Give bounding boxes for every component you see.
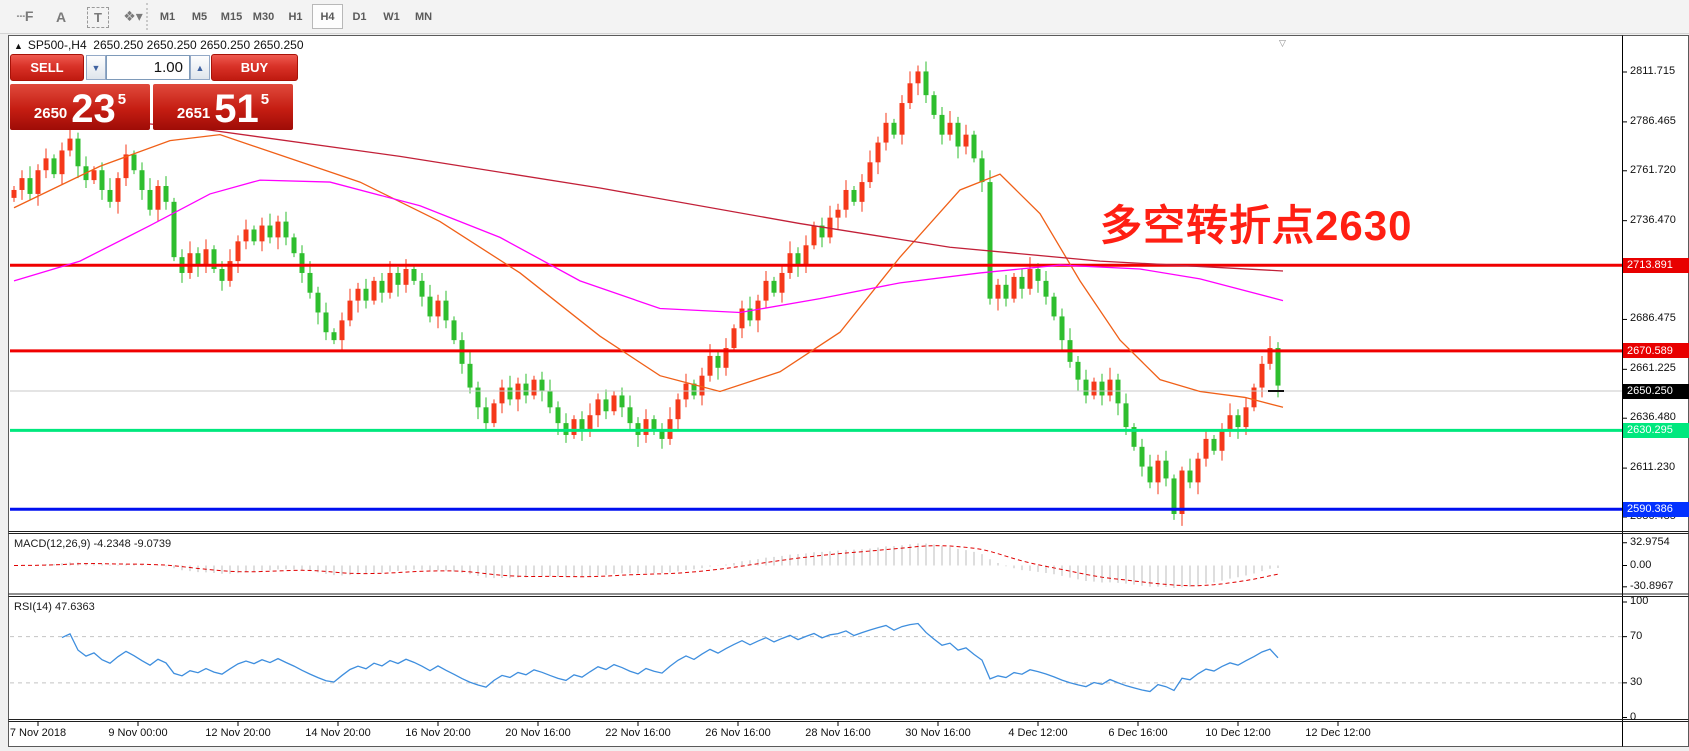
ask-big-figure: 2651 xyxy=(176,105,211,122)
ohlc-values: 2650.250 2650.250 2650.250 2650.250 xyxy=(93,38,304,52)
timeframe-button-m5[interactable]: M5 xyxy=(191,10,208,23)
chart-title: ▲ SP500-,H4 2650.250 2650.250 2650.250 26… xyxy=(14,38,304,52)
time-axis-label: 12 Dec 12:00 xyxy=(1305,727,1371,739)
one-click-collapse-icon[interactable]: ▲ xyxy=(14,41,23,51)
trade-controls-row: SELL ▼ ▲ BUY xyxy=(10,54,298,82)
timeframe-button-h1[interactable]: H1 xyxy=(288,10,303,23)
volume-increase-button[interactable]: ▲ xyxy=(190,55,210,80)
rsi-line xyxy=(61,622,1279,693)
bid-pip-fraction: 5 xyxy=(117,91,127,108)
price-tick-label: 2611.230 xyxy=(1630,461,1676,474)
toolbar-separator xyxy=(146,3,148,30)
timeframe-button-w1[interactable]: W1 xyxy=(383,10,400,23)
ask-price-display[interactable]: 2651 51 5 xyxy=(153,84,293,130)
time-axis-label: 28 Nov 16:00 xyxy=(805,727,871,739)
bid-big-figure: 2650 xyxy=(33,105,68,122)
macd-scale-label: 0.00 xyxy=(1630,558,1652,571)
timeframe-button-d1[interactable]: D1 xyxy=(352,10,367,23)
volume-decrease-button[interactable]: ▼ xyxy=(86,55,106,80)
macd-scale-label: 32.9754 xyxy=(1630,535,1670,548)
buy-button[interactable]: BUY xyxy=(211,54,298,81)
time-axis-label: 20 Nov 16:00 xyxy=(505,727,571,739)
time-axis-label: 22 Nov 16:00 xyxy=(605,727,671,739)
time-axis-label: 6 Dec 16:00 xyxy=(1108,727,1168,739)
time-axis-label: 14 Nov 20:00 xyxy=(305,727,371,739)
macd-signal-line xyxy=(13,545,1279,587)
sell-button[interactable]: SELL xyxy=(10,54,84,81)
time-axis-label: 12 Nov 20:00 xyxy=(205,727,271,739)
symbol-period-label: SP500-,H4 xyxy=(27,38,87,52)
ma-slow-line xyxy=(13,110,1284,272)
price-level-label: 2650.250 xyxy=(1623,383,1689,399)
time-axis-label: 30 Nov 16:00 xyxy=(905,727,971,739)
timeframe-button-m15[interactable]: M15 xyxy=(220,10,243,23)
bid-points: 23 xyxy=(71,87,116,131)
chart-shift-marker-icon[interactable]: ▽ xyxy=(1279,38,1286,48)
price-tick-label: 2786.465 xyxy=(1630,114,1676,127)
time-axis-label: 4 Dec 12:00 xyxy=(1008,727,1068,739)
timeframe-button-mn[interactable]: MN xyxy=(414,10,433,23)
price-level-label: 2670.589 xyxy=(1623,343,1689,359)
price-tick-label: 2736.470 xyxy=(1630,213,1676,226)
price-tick-label: 2661.225 xyxy=(1630,362,1676,375)
time-axis-label: 16 Nov 20:00 xyxy=(405,727,471,739)
timeframe-button-m30[interactable]: M30 xyxy=(252,10,275,23)
rsi-indicator-label: RSI(14) 47.6363 xyxy=(14,601,95,613)
price-tick-label: 2811.715 xyxy=(1630,65,1676,77)
rsi-pane xyxy=(10,622,1622,693)
price-tick-label: 2761.720 xyxy=(1630,163,1676,176)
time-axis-label: 26 Nov 16:00 xyxy=(705,727,771,739)
volume-input[interactable] xyxy=(106,55,190,80)
main-price-pane xyxy=(10,61,1622,526)
ma-medium-line xyxy=(13,179,1284,314)
price-tick-label: 2636.480 xyxy=(1630,411,1676,424)
price-tick-label: 2686.475 xyxy=(1630,312,1676,325)
timeframe-button-m1[interactable]: M1 xyxy=(159,10,176,23)
time-axis-label: 10 Dec 12:00 xyxy=(1205,727,1271,739)
rsi-scale-label: 30 xyxy=(1630,675,1643,688)
trend-annotation-text: 多空转折点2630 xyxy=(1100,202,1413,249)
ma-fast-line xyxy=(13,133,1284,408)
fibonacci-lines-icon-button[interactable]: ┄F xyxy=(16,8,34,24)
text-box-icon-button[interactable]: T xyxy=(87,7,109,28)
timeframe-button-h4[interactable]: H4 xyxy=(312,4,343,29)
ask-pip-fraction: 5 xyxy=(260,91,270,108)
price-level-label: 2590.386 xyxy=(1623,501,1689,517)
rsi-scale-label: 100 xyxy=(1630,595,1649,607)
macd-pane xyxy=(13,543,1279,588)
text-label-icon-button[interactable]: A xyxy=(55,8,67,25)
rsi-scale-label: 70 xyxy=(1630,629,1643,642)
toolbar: ┄F A T ❖▾ M1 M5 M15 M30 H1 H4 D1 W1 MN xyxy=(0,0,1689,34)
price-level-label: 2630.295 xyxy=(1623,422,1689,438)
shapes-arrows-icon-button[interactable]: ❖▾ xyxy=(123,8,143,24)
price-level-label: 2713.891 xyxy=(1623,257,1689,273)
macd-scale-label: -30.8967 xyxy=(1630,579,1674,592)
time-axis-label: 7 Nov 2018 xyxy=(9,727,67,739)
bid-price-display[interactable]: 2650 23 5 xyxy=(10,84,150,130)
macd-indicator-label: MACD(12,26,9) -4.2348 -9.0739 xyxy=(14,538,172,550)
ask-points: 51 xyxy=(214,87,259,131)
rsi-scale-label: 0 xyxy=(1630,710,1637,723)
time-axis-label: 9 Nov 00:00 xyxy=(108,727,168,739)
